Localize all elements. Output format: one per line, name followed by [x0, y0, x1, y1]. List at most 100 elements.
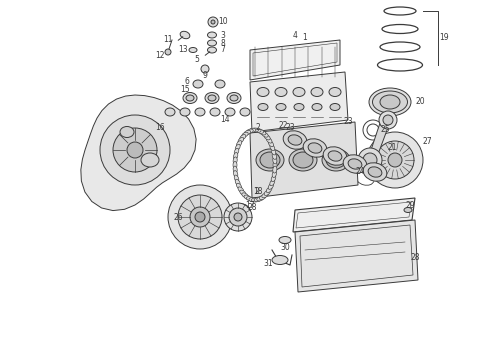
Text: 23: 23 [343, 117, 353, 126]
Text: 2: 2 [255, 188, 259, 197]
Ellipse shape [289, 149, 317, 171]
Text: 7: 7 [220, 45, 225, 54]
Ellipse shape [343, 155, 367, 173]
Circle shape [367, 132, 423, 188]
Ellipse shape [251, 128, 259, 132]
Ellipse shape [235, 144, 240, 151]
Text: 4: 4 [293, 31, 297, 40]
Circle shape [388, 153, 402, 167]
Ellipse shape [273, 157, 277, 164]
Circle shape [383, 115, 393, 125]
Ellipse shape [348, 159, 362, 169]
Ellipse shape [268, 141, 273, 147]
Text: 14: 14 [220, 116, 230, 125]
Ellipse shape [210, 108, 220, 116]
Ellipse shape [238, 138, 244, 143]
Ellipse shape [246, 129, 253, 133]
Ellipse shape [404, 207, 412, 212]
Circle shape [168, 185, 232, 249]
Polygon shape [366, 114, 393, 165]
Ellipse shape [246, 197, 253, 201]
Ellipse shape [368, 167, 382, 177]
Ellipse shape [380, 95, 400, 109]
Text: 5: 5 [195, 55, 199, 64]
Ellipse shape [249, 198, 256, 202]
Ellipse shape [242, 193, 248, 198]
Ellipse shape [293, 87, 305, 96]
Ellipse shape [273, 162, 277, 168]
Ellipse shape [120, 126, 134, 138]
Text: 25: 25 [380, 126, 390, 135]
Text: 16: 16 [155, 123, 165, 132]
Ellipse shape [237, 183, 242, 189]
Ellipse shape [227, 93, 241, 104]
Circle shape [363, 153, 377, 167]
Ellipse shape [259, 130, 266, 135]
Text: 15: 15 [180, 85, 190, 94]
Ellipse shape [233, 162, 237, 168]
Ellipse shape [240, 108, 250, 116]
Circle shape [195, 212, 205, 222]
Ellipse shape [266, 187, 272, 193]
Ellipse shape [244, 195, 251, 199]
Ellipse shape [268, 183, 273, 189]
Text: 22: 22 [278, 121, 288, 130]
Ellipse shape [276, 104, 286, 111]
Ellipse shape [272, 171, 276, 177]
Ellipse shape [256, 149, 284, 171]
Ellipse shape [234, 153, 238, 159]
Ellipse shape [271, 148, 276, 155]
Polygon shape [293, 198, 415, 232]
Ellipse shape [275, 87, 287, 96]
Text: 28: 28 [410, 253, 420, 262]
Ellipse shape [262, 132, 268, 137]
Ellipse shape [215, 80, 225, 88]
Ellipse shape [233, 166, 237, 173]
Ellipse shape [266, 138, 272, 143]
Ellipse shape [207, 32, 217, 38]
Ellipse shape [254, 128, 261, 132]
Ellipse shape [283, 131, 307, 149]
Ellipse shape [242, 132, 248, 137]
Polygon shape [250, 122, 358, 198]
Text: 21: 21 [387, 144, 397, 153]
Text: 24: 24 [355, 167, 365, 176]
Circle shape [211, 20, 215, 24]
Ellipse shape [207, 47, 217, 53]
Circle shape [224, 203, 252, 231]
Ellipse shape [259, 195, 266, 199]
Text: 8: 8 [220, 39, 225, 48]
Ellipse shape [308, 143, 322, 153]
Ellipse shape [233, 157, 237, 164]
Text: 29: 29 [405, 201, 415, 210]
Ellipse shape [189, 48, 197, 53]
Ellipse shape [257, 197, 264, 201]
Text: 6: 6 [185, 77, 190, 86]
Polygon shape [295, 220, 418, 292]
Polygon shape [250, 72, 348, 132]
Circle shape [178, 195, 222, 239]
Ellipse shape [234, 148, 239, 155]
Ellipse shape [257, 129, 264, 133]
Ellipse shape [240, 135, 246, 140]
Circle shape [100, 115, 170, 185]
Text: 31: 31 [263, 258, 273, 267]
Ellipse shape [363, 163, 387, 181]
Ellipse shape [288, 135, 302, 145]
Circle shape [190, 207, 210, 227]
Ellipse shape [271, 175, 276, 182]
Circle shape [234, 213, 242, 221]
Ellipse shape [205, 93, 219, 104]
Circle shape [208, 17, 218, 27]
Ellipse shape [369, 88, 411, 116]
Ellipse shape [279, 237, 291, 243]
Text: 12: 12 [155, 50, 165, 59]
Ellipse shape [264, 135, 270, 140]
Ellipse shape [234, 175, 239, 182]
Text: 19: 19 [439, 32, 449, 41]
Text: 20: 20 [415, 98, 425, 107]
Ellipse shape [326, 152, 346, 168]
Circle shape [376, 141, 414, 179]
Ellipse shape [207, 40, 217, 46]
Ellipse shape [183, 93, 197, 104]
